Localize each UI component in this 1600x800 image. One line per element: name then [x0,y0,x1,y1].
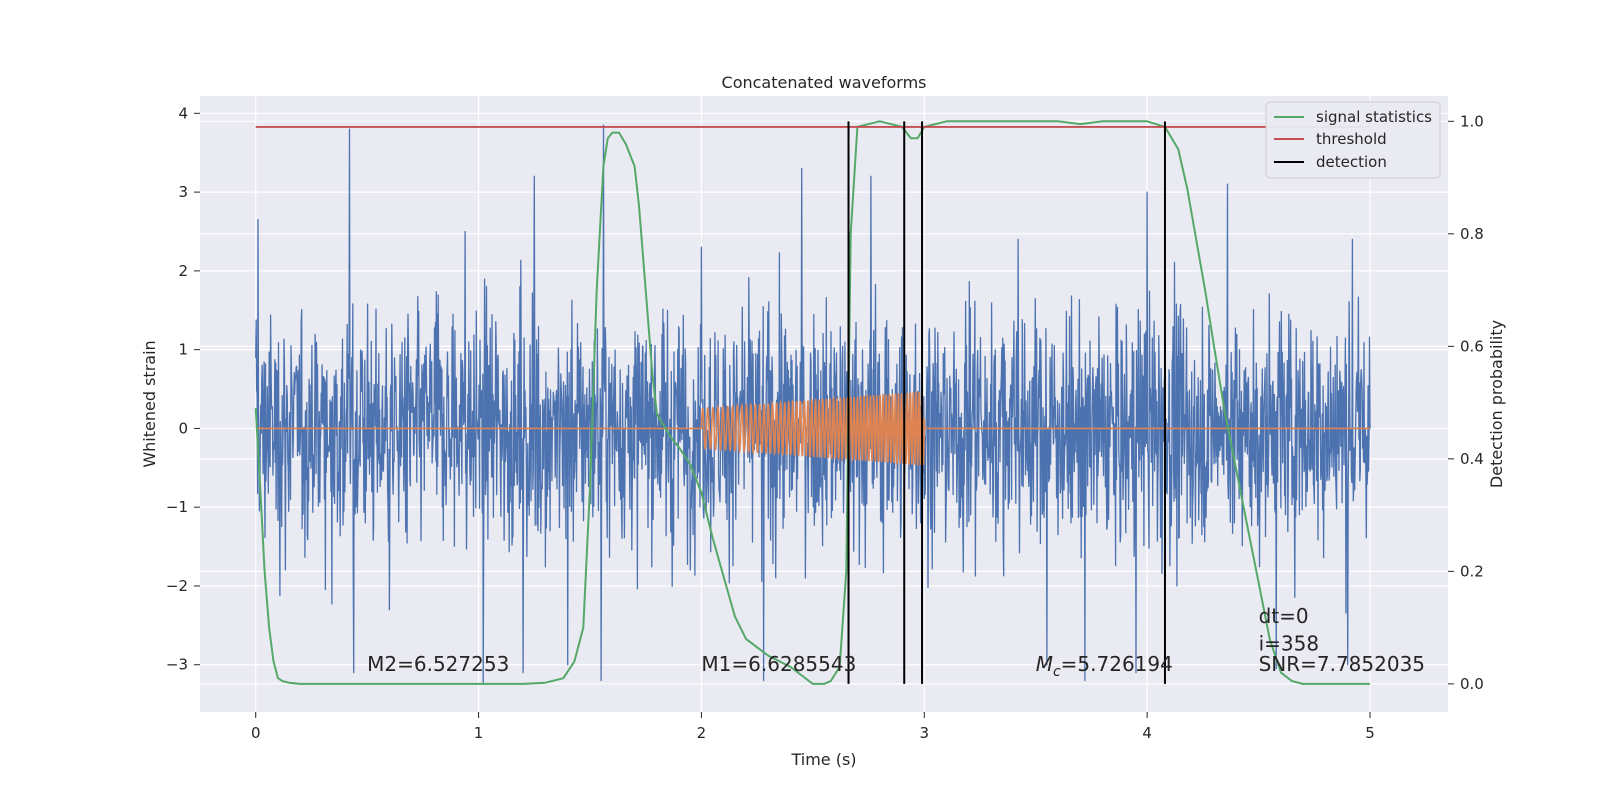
y-axis-left: 4 3 2 1 0 −1 −2 −3 [166,104,200,674]
y-axis-right: 1.0 0.8 0.6 0.4 0.2 0.0 [1448,112,1484,693]
x-axis: 0 1 2 3 4 5 [251,712,1375,742]
template-waveform-line [255,390,1370,468]
y2-axis-label: Detection probability [1487,320,1506,488]
annotation-text: M2=6.527253 [367,652,509,676]
x-tick-label: 3 [920,724,930,742]
y-tick-label: 1 [178,341,188,359]
annotation-text: M1=6.6285543 [701,652,856,676]
x-tick-label: 5 [1365,724,1375,742]
y2-tick-label: 0.8 [1460,225,1484,243]
y2-tick-label: 1.0 [1460,112,1484,130]
legend: signal statistics threshold detection [1265,101,1441,179]
y-tick-label: 3 [178,183,188,201]
annotation-text: i=358 [1259,632,1320,656]
y-tick-label: −3 [166,656,188,674]
y-axis-label: Whitened strain [140,340,159,467]
x-axis-label: Time (s) [790,750,856,769]
annotations: M2=6.527253 M1=6.6285543 Mc=5.726194 dt=0 i=… [367,604,1425,680]
x-tick-label: 2 [697,724,707,742]
signal-statistics-line [254,120,1370,685]
annotation-text: SNR=7.7852035 [1259,652,1425,676]
y2-tick-label: 0.6 [1460,337,1484,355]
legend-label-threshold: threshold [1316,130,1387,148]
y-tick-label: 4 [178,104,188,122]
y2-tick-label: 0.0 [1460,675,1484,693]
annotation-text: dt=0 [1259,604,1309,628]
annotation-text: Mc=5.726194 [1036,652,1173,680]
legend-label-signal-statistics: signal statistics [1316,108,1432,126]
annotation-subscript: c [1053,664,1061,680]
plot-area [254,120,1371,686]
legend-box [1265,101,1441,179]
x-tick-label: 1 [474,724,484,742]
y-tick-label: −2 [166,577,188,595]
y-tick-label: 0 [178,419,188,437]
legend-label-detection: detection [1316,153,1387,171]
y-tick-label: 2 [178,262,188,280]
annotation-symbol: M [1036,652,1053,676]
y2-tick-label: 0.4 [1460,450,1484,468]
annotation-value: =5.726194 [1061,652,1173,676]
x-tick-label: 4 [1142,724,1152,742]
x-tick-label: 0 [251,724,261,742]
y-tick-label: −1 [166,498,188,516]
chart-title: Concatenated waveforms [722,73,927,92]
y2-tick-label: 0.2 [1460,562,1484,580]
